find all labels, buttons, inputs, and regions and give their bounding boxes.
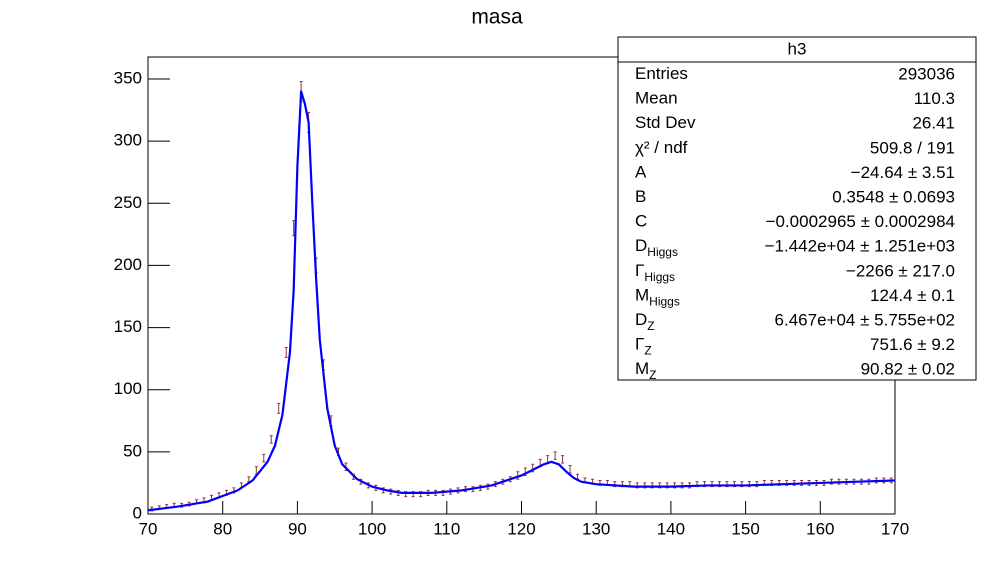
stats-label-text: C [635,212,647,231]
stats-label-text: Mean [635,89,678,108]
stats-label: C [635,212,647,231]
x-tick-label: 170 [881,519,909,538]
chart-title: masa [471,6,523,29]
stats-label-text: M [635,286,649,305]
stats-label-sub: Z [647,319,654,333]
stats-value: 6.467e+04 ± 5.755e+02 [775,310,955,329]
stats-label-text: M [635,360,649,379]
stats-label: χ² / ndf [635,138,688,157]
stats-value: −2266 ± 217.0 [846,261,955,280]
stats-value: −1.442e+04 ± 1.251e+03 [765,237,955,256]
stats-value: −0.0002965 ± 0.0002984 [766,212,955,231]
y-tick-label: 150 [114,317,142,336]
stats-label: B [635,187,646,206]
stats-label: DZ [635,310,655,333]
stats-label-text: D [635,310,647,329]
stats-label-text: Γ [635,335,644,354]
y-tick-label: 350 [114,68,142,87]
stats-label-text: Γ [635,261,644,280]
stats-label: Std Dev [635,114,696,133]
y-tick-label: 0 [133,503,142,522]
stats-label-text: χ² / ndf [635,138,688,157]
stats-box [617,36,977,381]
error-bar [269,435,273,444]
error-bar [568,465,572,474]
stats-label: MHiggs [635,286,680,309]
stats-value: 751.6 ± 9.2 [870,335,955,354]
stats-label-sub: Higgs [647,245,678,259]
y-tick-label: 100 [114,379,142,398]
stats-label-text: Std Dev [635,114,696,133]
stats-value: −24.64 ± 3.51 [851,163,955,182]
stats-label-text: B [635,187,646,206]
stats-label-sub: Z [649,368,656,382]
stats-value: 26.41 [912,114,955,133]
y-tick-label: 50 [123,441,142,460]
stats-label: Entries [635,64,688,83]
stats-label-sub: Higgs [644,270,675,284]
stats-label: ΓZ [635,335,652,358]
fit-curve [147,90,896,512]
stats-label: Mean [635,89,678,108]
stats-label-text: A [635,163,647,182]
x-tick-label: 120 [507,519,535,538]
x-tick-label: 110 [433,519,460,538]
error-bar [262,453,266,463]
error-bar [553,451,557,460]
stats-value: 90.82 ± 0.02 [861,360,955,379]
error-bar [284,346,288,358]
x-tick-label: 80 [213,519,232,538]
error-bar [516,471,520,480]
y-tick-label: 200 [114,255,142,274]
x-tick-label: 150 [731,519,759,538]
x-tick-label: 130 [582,519,610,538]
stats-value: 293036 [898,64,955,83]
y-tick-label: 300 [114,131,142,150]
stats-label-text: D [635,237,647,256]
x-tick-label: 70 [139,519,158,538]
stats-label-text: Entries [635,64,688,83]
stats-label-sub: Higgs [649,295,680,309]
stats-label: ΓHiggs [635,261,675,284]
error-bar [277,402,281,414]
stats-label: MZ [635,360,657,383]
stats-label: DHiggs [635,237,678,260]
stats-value: 509.8 / 191 [870,138,955,157]
stats-value: 124.4 ± 0.1 [870,286,955,305]
x-tick-label: 90 [288,519,307,538]
x-tick-label: 100 [358,519,386,538]
error-bar [561,455,565,464]
stats-label: A [635,163,647,182]
y-tick-label: 250 [114,193,142,212]
x-tick-label: 140 [657,519,685,538]
stats-value: 0.3548 ± 0.0693 [832,187,955,206]
stats-label-sub: Z [644,344,651,358]
stats-value: 110.3 [914,89,955,108]
x-tick-label: 160 [806,519,834,538]
stats-title: h3 [788,39,807,58]
